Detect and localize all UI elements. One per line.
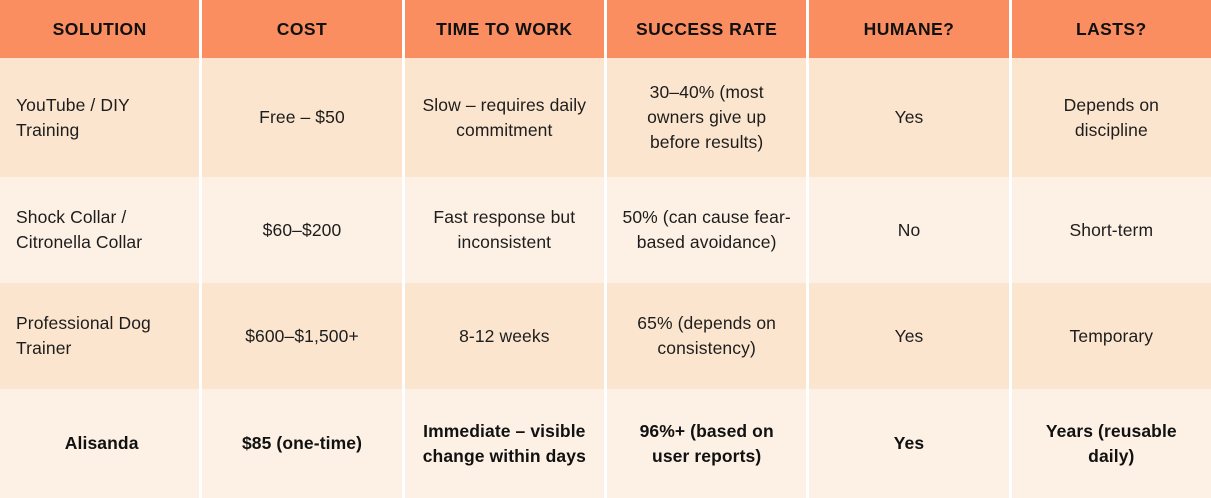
table-row-cost-highlighted: $85 (one-time) (202, 389, 402, 498)
column-header-humane-label: HUMANE? (863, 18, 955, 39)
table-row-success-rate-highlighted: 96%+ (based on user reports) (606, 389, 807, 498)
cell-lasts: Short-term (1069, 219, 1154, 240)
cell-cost: $600–$1,500+ (245, 325, 359, 346)
table-row-cost: $60–$200 (202, 177, 402, 283)
cell-solution: Shock Collar / Citronella Collar (16, 207, 143, 252)
table-row-solution: Professional Dog Trainer (0, 283, 200, 389)
table-row-success-rate: 30–40% (most owners give up before resul… (606, 58, 807, 177)
table-row-lasts-highlighted: Years (reusable daily) (1011, 389, 1211, 498)
cell-cost: $60–$200 (262, 219, 342, 240)
column-header-success-rate-label: SUCCESS RATE (636, 18, 778, 39)
cell-humane: Yes (893, 433, 925, 454)
table-row-lasts: Temporary (1011, 283, 1211, 389)
cell-lasts: Depends on discipline (1063, 94, 1160, 140)
cell-cost: Free – $50 (259, 107, 345, 128)
column-header-solution: SOLUTION (0, 0, 200, 58)
column-header-lasts-label: LASTS? (1075, 18, 1147, 39)
table-row-solution: Shock Collar / Citronella Collar (0, 177, 200, 283)
cell-lasts: Years (reusable daily) (1045, 420, 1177, 466)
column-header-time-to-work: TIME TO WORK (404, 0, 604, 58)
cell-time-to-work: Immediate – visible change within days (422, 420, 586, 466)
cell-solution: Alisanda (64, 433, 139, 454)
cell-time-to-work: Fast response but inconsistent (433, 207, 576, 252)
cell-solution: YouTube / DIY Training (16, 94, 130, 140)
column-header-cost-label: COST (276, 18, 328, 39)
cell-time-to-work: Slow – requires daily commitment (422, 94, 587, 140)
table-row-lasts: Depends on discipline (1011, 58, 1211, 177)
cell-humane: Yes (894, 107, 924, 128)
cell-solution: Professional Dog Trainer (16, 313, 151, 358)
column-header-time-to-work-label: TIME TO WORK (436, 18, 573, 39)
table-row-cost: Free – $50 (202, 58, 402, 177)
column-header-success-rate: SUCCESS RATE (606, 0, 807, 58)
cell-lasts: Temporary (1069, 325, 1154, 346)
column-header-lasts: LASTS? (1011, 0, 1211, 58)
table-row-cost: $600–$1,500+ (202, 283, 402, 389)
column-header-cost: COST (202, 0, 402, 58)
cell-humane: No (897, 219, 921, 240)
table-row-lasts: Short-term (1011, 177, 1211, 283)
cell-success-rate: 30–40% (most owners give up before resul… (647, 82, 767, 152)
table-row-humane: Yes (809, 283, 1009, 389)
column-header-solution-label: SOLUTION (52, 18, 147, 39)
table-row-solution: YouTube / DIY Training (0, 58, 200, 177)
table-row-time-to-work: 8-12 weeks (404, 283, 604, 389)
cell-humane: Yes (894, 325, 924, 346)
cell-cost: $85 (one-time) (241, 433, 363, 454)
table-row-humane: No (809, 177, 1009, 283)
cell-success-rate: 65% (depends on consistency) (637, 313, 776, 358)
table-row-time-to-work: Fast response but inconsistent (404, 177, 604, 283)
table-row-success-rate: 65% (depends on consistency) (606, 283, 807, 389)
table-row-solution-highlighted: Alisanda (0, 389, 200, 498)
table-row-success-rate: 50% (can cause fear-based avoidance) (606, 177, 807, 283)
cell-success-rate: 96%+ (based on user reports) (639, 420, 774, 466)
cell-success-rate: 50% (can cause fear-based avoidance) (622, 207, 791, 252)
table-row-humane-highlighted: Yes (809, 389, 1009, 498)
column-header-humane: HUMANE? (809, 0, 1009, 58)
cell-time-to-work: 8-12 weeks (459, 325, 550, 346)
table-row-time-to-work-highlighted: Immediate – visible change within days (404, 389, 604, 498)
table-row-time-to-work: Slow – requires daily commitment (404, 58, 604, 177)
table-row-humane: Yes (809, 58, 1009, 177)
